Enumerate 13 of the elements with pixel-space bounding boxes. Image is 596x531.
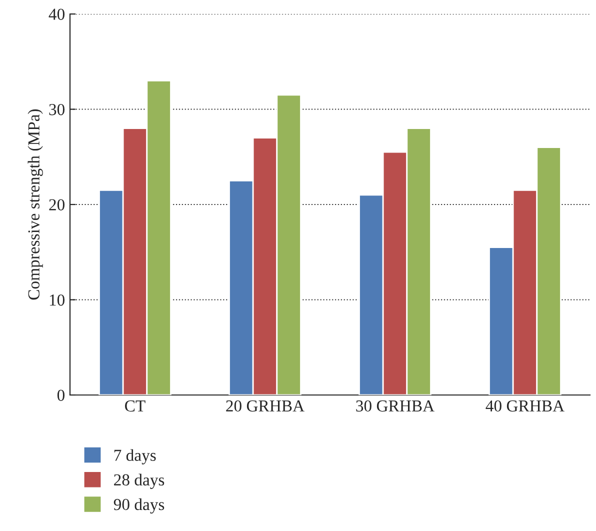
y-axis-title: Compressive strength (MPa) (28, 109, 43, 300)
legend-label: 90 days (114, 498, 164, 514)
y-tick-label: 40 (48, 8, 65, 20)
x-tick-label: 30 GRHBA (356, 400, 434, 412)
y-tick-label: 0 (57, 390, 65, 401)
x-tick-label: 20 GRHBA (226, 400, 304, 412)
x-tick-label: CT (125, 400, 146, 412)
legend-label: 7 days (114, 449, 156, 464)
legend-label: 28 days (114, 474, 164, 489)
y-tick-label: 10 (50, 294, 65, 306)
x-tick-label: 40 GRHBA (486, 400, 564, 412)
y-tick-label: 30 (49, 104, 65, 116)
y-tick-label: 20 (49, 199, 65, 210)
